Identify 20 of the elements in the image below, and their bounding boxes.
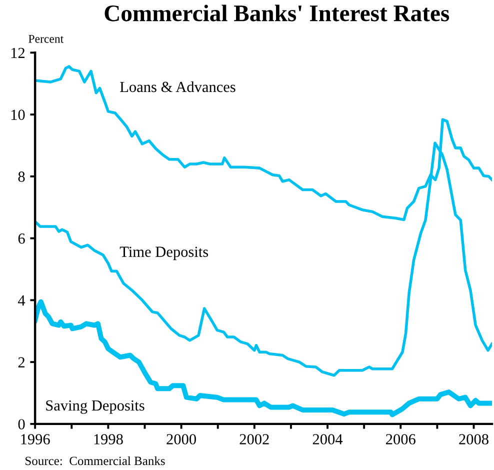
x-tick-label: 2008: [459, 434, 488, 444]
x-tick-label: 2004: [312, 434, 343, 444]
x-tick-label: 2002: [240, 434, 269, 444]
series-label: Loans & Advances: [120, 81, 236, 92]
series-label: Saving Deposits: [46, 400, 144, 414]
y-axis-title: Percent: [28, 34, 64, 43]
source-note: Source: Commercial Banks: [26, 456, 165, 466]
y-tick-label: 12: [11, 48, 25, 58]
x-tick-label: 2000: [166, 434, 196, 444]
x-tick-label: 2006: [386, 434, 416, 444]
y-tick-label: 2: [18, 357, 25, 368]
y-tick-label: 0: [18, 419, 25, 430]
y-tick-label: 8: [18, 172, 25, 182]
series-label: Time Deposits: [120, 246, 208, 260]
y-tick-label: 4: [18, 295, 26, 306]
chart-title: Commercial Banks' Interest Rates: [104, 4, 450, 22]
y-tick-label: 10: [11, 110, 25, 120]
x-tick-label: 1996: [21, 434, 50, 444]
y-tick-label: 6: [18, 233, 25, 244]
x-tick-label: 1998: [94, 434, 123, 444]
